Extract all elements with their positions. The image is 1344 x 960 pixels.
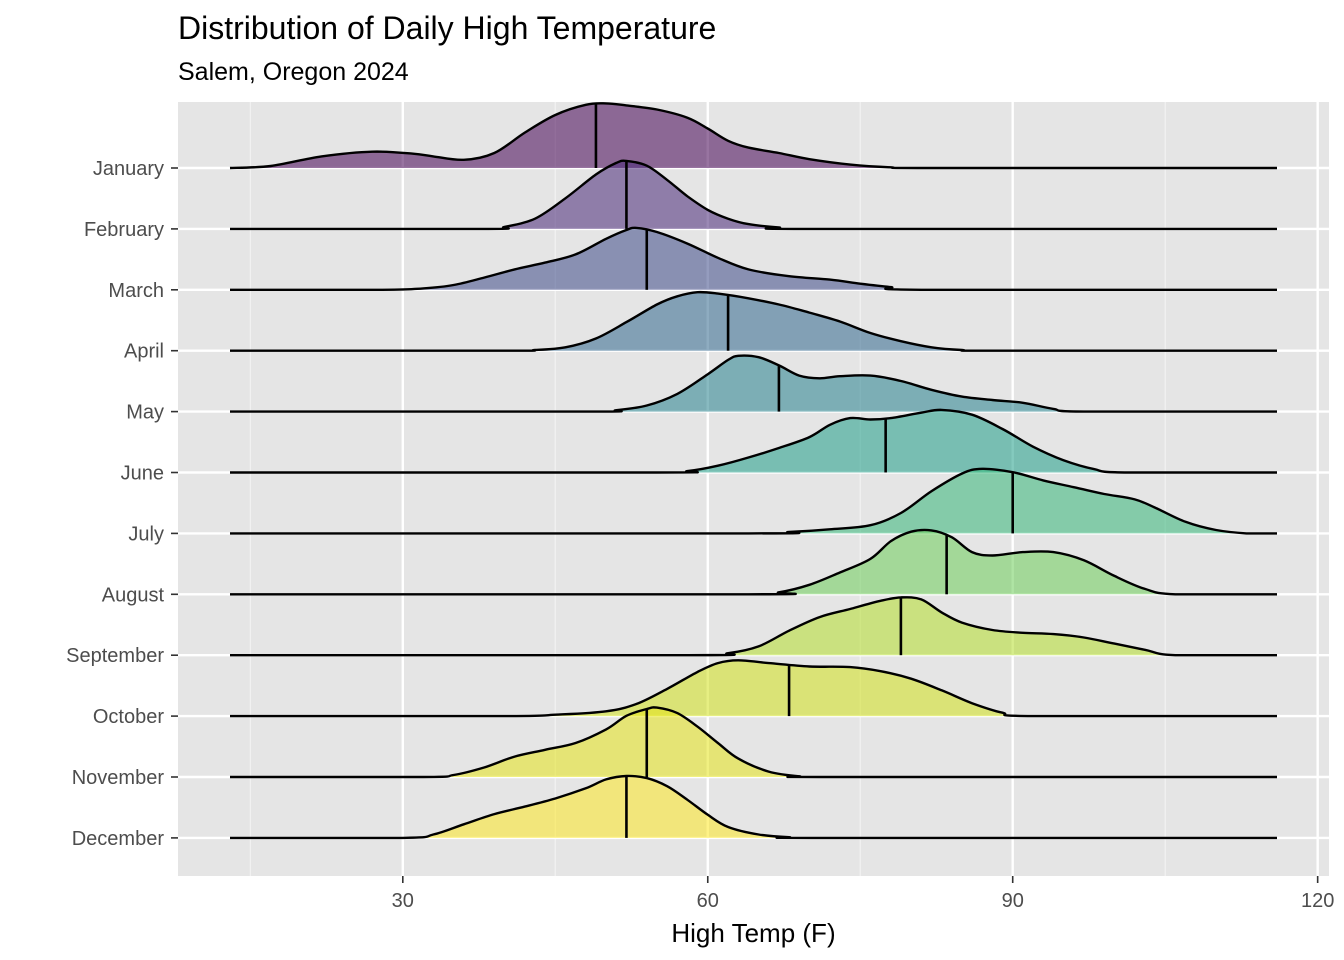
x-tick-label: 30: [392, 890, 414, 912]
ridge-outline-june: [229, 408, 1277, 474]
x-tick-label: 60: [697, 890, 719, 912]
ridge-fill-april: [230, 292, 1277, 351]
ridge-august: [230, 528, 1277, 596]
ridge-outline-january: [229, 102, 1277, 170]
ridge-october: [230, 659, 1277, 718]
ridge-november: [230, 706, 1277, 779]
ridge-january: [229, 102, 1277, 170]
x-tick-label: 120: [1301, 890, 1334, 912]
chart-subtitle: Salem, Oregon 2024: [178, 58, 409, 86]
ridge-outline-july: [230, 467, 1277, 535]
y-tick-label: August: [102, 584, 165, 606]
ridge-outline-december: [229, 774, 1277, 840]
ridge-outline-november: [230, 706, 1277, 779]
ridge-outline-april: [230, 290, 1277, 352]
ridge-outline-august: [230, 528, 1277, 596]
ridge-fill-march: [230, 227, 1277, 290]
ridge-july: [230, 467, 1277, 535]
ridge-april: [230, 290, 1277, 352]
ridge-fill-december: [230, 775, 1277, 838]
y-tick-label: June: [121, 463, 164, 485]
ridge-fill-september: [230, 597, 1277, 656]
y-tick-label: February: [84, 219, 164, 241]
ridge-december: [229, 774, 1277, 840]
ridge-fill-july: [230, 468, 1277, 534]
y-tick-label: September: [66, 645, 164, 667]
plot-panel: [178, 102, 1329, 876]
ridge-fill-august: [230, 529, 1277, 595]
ridges: [229, 102, 1277, 840]
x-axis-title: High Temp (F): [671, 918, 835, 948]
ridge-fill-january: [230, 103, 1277, 168]
ridge-may: [230, 354, 1277, 413]
y-tick-label: March: [108, 280, 164, 302]
y-tick-label: April: [124, 341, 164, 363]
ridge-march: [230, 226, 1277, 292]
ridge-outline-may: [230, 354, 1277, 413]
chart-title: Distribution of Daily High Temperature: [178, 10, 717, 46]
ridge-outline-march: [230, 226, 1277, 292]
x-tick-label: 90: [1002, 890, 1024, 912]
y-tick-label: January: [93, 158, 164, 180]
y-tick-label: December: [72, 828, 165, 850]
ridge-fill-may: [230, 355, 1277, 412]
y-tick-label: October: [93, 706, 164, 728]
ridge-february: [230, 159, 1277, 231]
ridge-june: [229, 408, 1277, 474]
ridge-fill-october: [230, 660, 1277, 717]
y-tick-label: July: [128, 523, 164, 545]
y-tick-label: November: [72, 767, 165, 789]
ridge-outline-february: [230, 159, 1277, 231]
ridge-outline-september: [230, 596, 1277, 657]
ridge-september: [230, 596, 1277, 657]
ridge-outline-october: [230, 659, 1277, 718]
y-tick-label: May: [126, 402, 164, 424]
ridge-fill-june: [230, 409, 1277, 473]
